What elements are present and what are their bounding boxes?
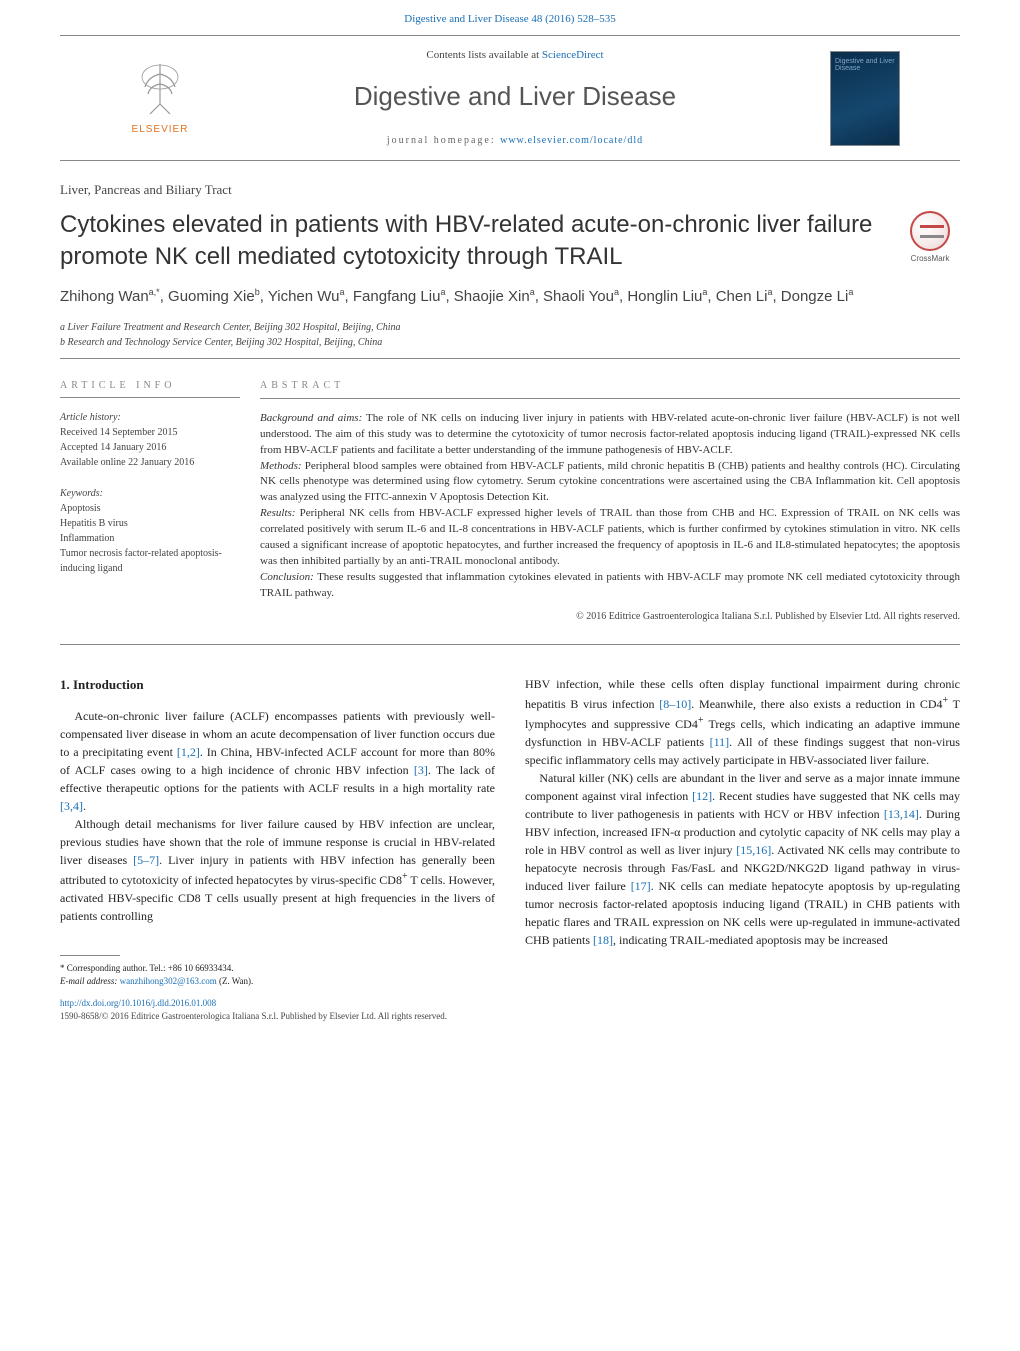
intro-paragraph-3: HBV infection, while these cells often d… <box>525 675 960 769</box>
background-text: The role of NK cells on inducing liver i… <box>260 412 960 456</box>
intro-paragraph-2: Although detail mechanisms for liver fai… <box>60 815 495 925</box>
issn-copyright: 1590-8658/© 2016 Editrice Gastroenterolo… <box>60 1011 447 1021</box>
article-info: ARTICLE INFO Article history: Received 1… <box>60 379 260 624</box>
doi-link[interactable]: http://dx.doi.org/10.1016/j.dld.2016.01.… <box>60 998 216 1008</box>
crossmark-icon <box>910 211 950 251</box>
affiliation-b: b Research and Technology Service Center… <box>60 335 960 350</box>
title-row: Cytokines elevated in patients with HBV-… <box>60 201 960 285</box>
elsevier-label: ELSEVIER <box>132 123 189 137</box>
keyword: Inflammation <box>60 531 240 546</box>
info-abstract-row: ARTICLE INFO Article history: Received 1… <box>60 359 960 645</box>
journal-cover-text: Digestive and Liver Disease <box>831 52 899 79</box>
results-text: Peripheral NK cells from HBV-ACLF expres… <box>260 507 960 567</box>
email-line: E-mail address: wanzhihong302@163.com (Z… <box>60 975 495 988</box>
background-label: Background and aims: <box>260 412 362 424</box>
sciencedirect-link[interactable]: ScienceDirect <box>542 49 604 61</box>
received-date: Received 14 September 2015 <box>60 425 240 440</box>
citation-link[interactable]: [3] <box>414 763 428 777</box>
online-date: Available online 22 January 2016 <box>60 455 240 470</box>
journal-cover: Digestive and Liver Disease <box>830 51 900 146</box>
page-footer: http://dx.doi.org/10.1016/j.dld.2016.01.… <box>60 997 960 1042</box>
running-header: Digestive and Liver Disease 48 (2016) 52… <box>0 0 1020 35</box>
corresponding-author: * Corresponding author. Tel.: +86 10 669… <box>60 962 495 975</box>
footnote-separator <box>60 955 120 956</box>
homepage-line: journal homepage: www.elsevier.com/locat… <box>200 134 830 148</box>
footnotes: * Corresponding author. Tel.: +86 10 669… <box>60 962 495 987</box>
conclusion-text: These results suggested that inflammatio… <box>260 571 960 599</box>
contents-prefix: Contents lists available at <box>426 49 541 61</box>
column-right: HBV infection, while these cells often d… <box>525 675 960 987</box>
homepage-link[interactable]: www.elsevier.com/locate/dld <box>500 135 643 146</box>
article-title: Cytokines elevated in patients with HBV-… <box>60 201 880 285</box>
contents-line: Contents lists available at ScienceDirec… <box>200 48 830 63</box>
accepted-date: Accepted 14 January 2016 <box>60 440 240 455</box>
elsevier-logo: ELSEVIER <box>120 53 200 143</box>
crossmark-badge[interactable]: CrossMark <box>900 211 960 264</box>
methods-text: Peripheral blood samples were obtained f… <box>260 460 960 504</box>
journal-name: Digestive and Liver Disease <box>200 78 830 114</box>
authors: Zhihong Wana,*, Guoming Xieb, Yichen Wua… <box>60 286 960 321</box>
abstract-background: Background and aims: The role of NK cell… <box>260 411 960 459</box>
column-left: 1. Introduction Acute-on-chronic liver f… <box>60 675 495 987</box>
abstract-conclusion: Conclusion: These results suggested that… <box>260 570 960 602</box>
masthead: ELSEVIER Contents lists available at Sci… <box>60 35 960 161</box>
history-label: Article history: <box>60 410 240 425</box>
article-info-heading: ARTICLE INFO <box>60 379 240 398</box>
article-history: Article history: Received 14 September 2… <box>60 410 240 470</box>
keyword: Tumor necrosis factor-related apoptosis-… <box>60 546 240 576</box>
intro-paragraph-1: Acute-on-chronic liver failure (ACLF) en… <box>60 707 495 815</box>
running-header-link[interactable]: Digestive and Liver Disease 48 (2016) 52… <box>404 13 615 25</box>
affiliation-a: a Liver Failure Treatment and Research C… <box>60 320 960 335</box>
homepage-prefix: journal homepage: <box>387 135 500 146</box>
elsevier-tree-icon <box>130 59 190 119</box>
abstract-results: Results: Peripheral NK cells from HBV-AC… <box>260 506 960 570</box>
abstract-copyright: © 2016 Editrice Gastroenterologica Itali… <box>260 610 960 625</box>
citation-link[interactable]: [5–7] <box>133 853 159 867</box>
citation-link[interactable]: [15,16] <box>736 843 771 857</box>
abstract-heading: ABSTRACT <box>260 379 960 399</box>
citation-link[interactable]: [8–10] <box>659 697 691 711</box>
body-columns: 1. Introduction Acute-on-chronic liver f… <box>60 645 960 987</box>
intro-heading: 1. Introduction <box>60 675 495 695</box>
citation-link[interactable]: [12] <box>692 789 712 803</box>
keywords-block: Keywords: Apoptosis Hepatitis B virus In… <box>60 486 240 576</box>
keywords-label: Keywords: <box>60 486 240 501</box>
intro-paragraph-4: Natural killer (NK) cells are abundant i… <box>525 769 960 949</box>
email-label: E-mail address: <box>60 976 120 986</box>
crossmark-label: CrossMark <box>900 253 960 264</box>
email-link[interactable]: wanzhihong302@163.com <box>120 976 217 986</box>
article-section: Liver, Pancreas and Biliary Tract <box>60 171 960 201</box>
citation-link[interactable]: [18] <box>593 933 613 947</box>
masthead-center: Contents lists available at ScienceDirec… <box>200 48 830 148</box>
results-label: Results: <box>260 507 295 519</box>
affiliations: a Liver Failure Treatment and Research C… <box>60 320 960 359</box>
email-suffix: (Z. Wan). <box>217 976 254 986</box>
keyword: Apoptosis <box>60 501 240 516</box>
abstract-methods: Methods: Peripheral blood samples were o… <box>260 459 960 507</box>
citation-link[interactable]: [17] <box>631 879 651 893</box>
conclusion-label: Conclusion: <box>260 571 314 583</box>
citation-link[interactable]: [1,2] <box>177 745 200 759</box>
keyword: Hepatitis B virus <box>60 516 240 531</box>
citation-link[interactable]: [11] <box>710 735 730 749</box>
citation-link[interactable]: [13,14] <box>884 807 919 821</box>
abstract: ABSTRACT Background and aims: The role o… <box>260 379 960 624</box>
methods-label: Methods: <box>260 460 302 472</box>
citation-link[interactable]: [3,4] <box>60 799 83 813</box>
